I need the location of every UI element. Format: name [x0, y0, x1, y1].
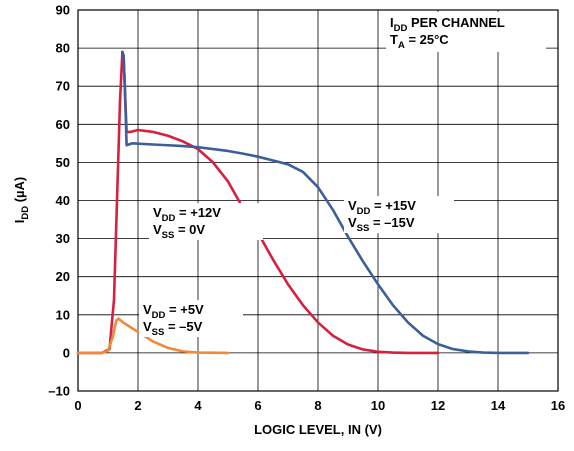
y-tick-label: 70	[56, 79, 70, 94]
x-tick-label: 8	[314, 398, 321, 413]
y-axis-title: IDD (µA)	[12, 177, 31, 224]
annotation-background	[149, 203, 263, 240]
y-tick-label: 0	[63, 345, 70, 360]
annotation-background	[139, 300, 243, 337]
annotation-line: IDD PER CHANNEL	[390, 15, 505, 34]
x-tick-label: 10	[371, 398, 385, 413]
y-tick-label: 90	[56, 3, 70, 18]
annotation-line: VSS = 0V	[153, 222, 205, 241]
annotation-background	[344, 196, 454, 233]
y-tick-label: 20	[56, 269, 70, 284]
annotation-line: VSS = –5V	[143, 319, 203, 338]
annotation-background	[386, 12, 546, 52]
series-vdd-15v-line	[121, 50, 530, 355]
y-tick-label: 10	[56, 307, 70, 322]
y-axis-ticks: 90 80 70 60 50 40 30 20 10 0 –10	[48, 3, 70, 399]
x-axis-title: LOGIC LEVEL, IN (V)	[254, 422, 382, 437]
x-tick-label: 4	[194, 398, 202, 413]
annotation-line: VSS = –15V	[348, 215, 415, 234]
y-tick-label: –10	[48, 384, 70, 399]
x-tick-label: 14	[491, 398, 506, 413]
x-tick-label: 0	[74, 398, 81, 413]
y-tick-label: 30	[56, 231, 70, 246]
x-tick-label: 6	[254, 398, 261, 413]
x-tick-label: 12	[431, 398, 445, 413]
annotation-line: VDD = +12V	[153, 205, 221, 224]
annotation-line: VDD = +5V	[143, 302, 204, 321]
y-tick-label: 60	[56, 117, 70, 132]
y-tick-label: 40	[56, 193, 70, 208]
annotation-line: VDD = +15V	[348, 198, 416, 217]
x-tick-label: 16	[551, 398, 565, 413]
series-group	[76, 50, 530, 355]
y-tick-label: 80	[56, 41, 70, 56]
series-vdd-5v-line	[76, 317, 230, 355]
series-vdd-12v-line	[76, 50, 440, 355]
x-axis-ticks: 0 2 4 6 8 10 12 14 16	[74, 398, 565, 413]
x-tick-label: 2	[134, 398, 141, 413]
annotation-line: TA = 25°C	[390, 32, 449, 51]
y-tick-label: 50	[56, 155, 70, 170]
